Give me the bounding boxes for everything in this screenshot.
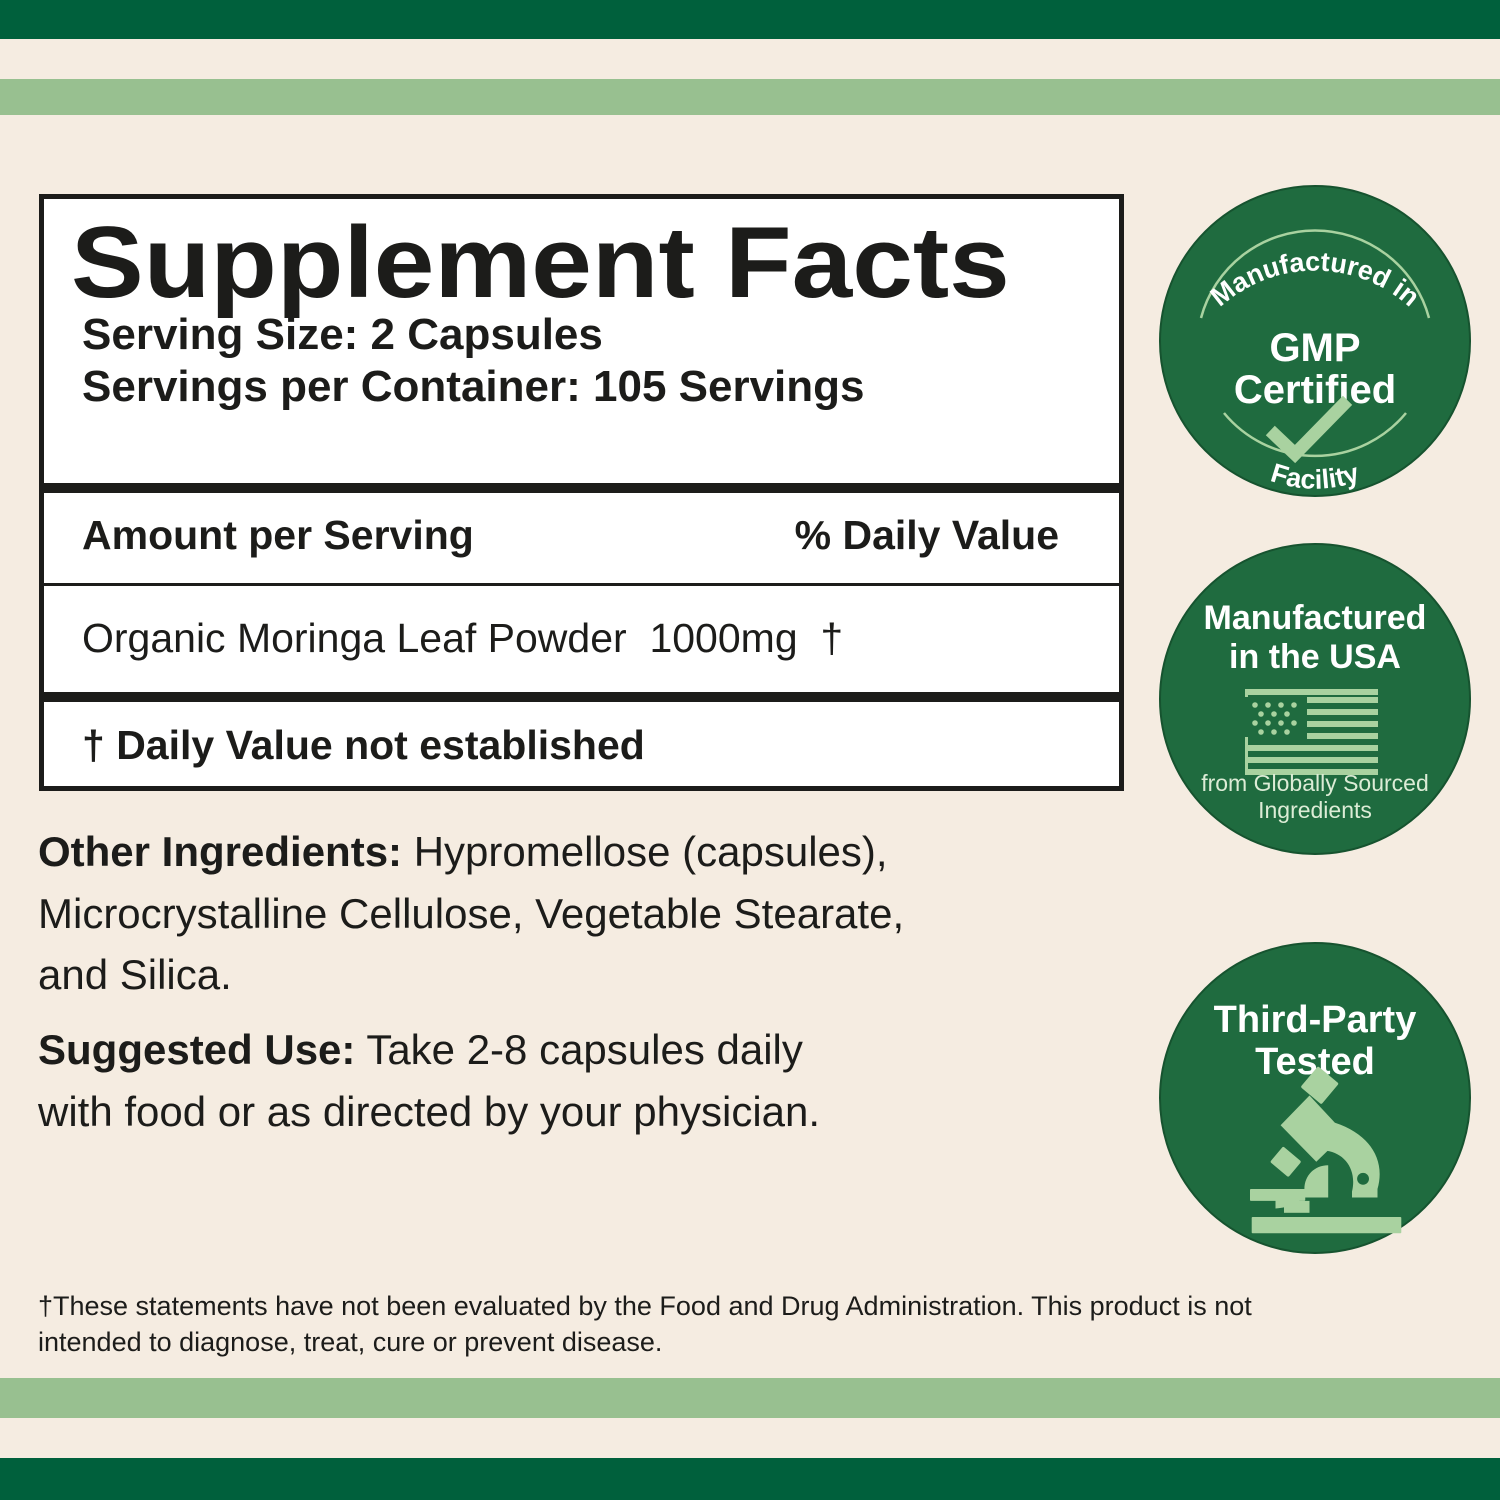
svg-text:Ingredients: Ingredients (1258, 797, 1372, 823)
svg-text:in the USA: in the USA (1229, 638, 1401, 676)
svg-text:from Globally Sourced: from Globally Sourced (1201, 770, 1429, 796)
svg-text:Third-Party: Third-Party (1214, 999, 1417, 1041)
svg-text:GMP: GMP (1269, 326, 1360, 370)
svg-text:Certified: Certified (1234, 368, 1396, 412)
svg-text:Manufactured: Manufactured (1204, 599, 1427, 637)
